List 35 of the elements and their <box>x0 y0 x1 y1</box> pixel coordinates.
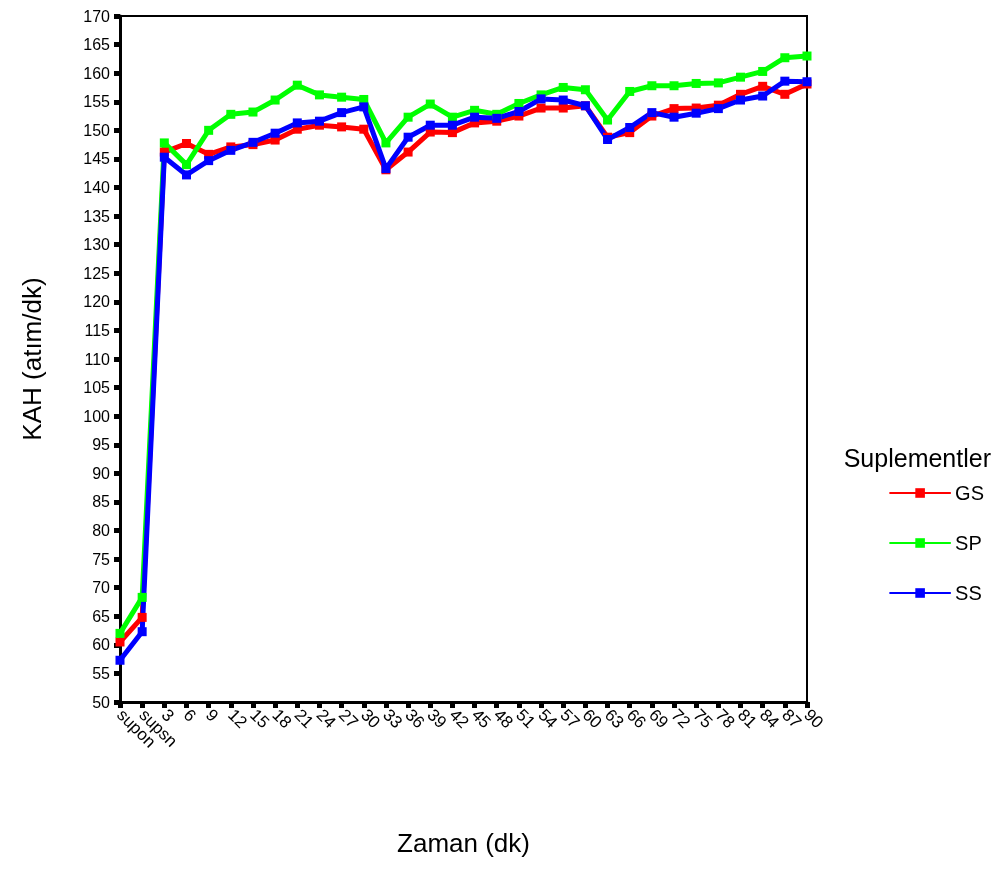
y-tick-label: 95 <box>92 436 111 454</box>
legend-label: GS <box>955 482 985 504</box>
y-tick-label: 150 <box>83 121 111 139</box>
y-tick-label: 65 <box>92 607 111 625</box>
x-axis-title: Zaman (dk) <box>397 828 530 858</box>
y-tick-label: 85 <box>92 493 111 511</box>
y-tick-label: 130 <box>83 236 111 254</box>
y-tick-label: 80 <box>92 522 111 539</box>
legend-label: SS <box>955 582 982 604</box>
y-tick-label: 50 <box>92 693 111 711</box>
x-tick-label: 12 <box>224 705 251 733</box>
legend-title: Suplementler <box>843 443 992 472</box>
y-tick-label: 165 <box>83 36 111 54</box>
x-tick-label: 63 <box>600 705 628 733</box>
y-tick-label: 60 <box>92 636 111 654</box>
y-tick-label: 75 <box>92 550 111 568</box>
y-tick-label: 125 <box>83 264 111 282</box>
y-tick-label: 100 <box>83 407 111 425</box>
y-tick-label: 70 <box>92 579 111 597</box>
y-axis-title: KAH (atım/dk) <box>17 277 47 441</box>
y-tick-label: 90 <box>92 464 111 482</box>
x-tick-label: 6 <box>179 705 200 726</box>
y-tick-label: 55 <box>92 664 111 682</box>
y-tick-label: 155 <box>83 93 111 111</box>
y-tick-label: 105 <box>83 379 111 397</box>
x-tick-label: 9 <box>201 705 223 726</box>
y-tick-label: 135 <box>83 207 111 225</box>
y-tick-label: 110 <box>84 350 111 368</box>
y-tick-label: 115 <box>84 321 111 339</box>
y-tick-label: 140 <box>83 179 111 196</box>
y-tick-label: 120 <box>83 293 111 311</box>
y-tick-label: 160 <box>83 64 111 82</box>
y-tick-label: 170 <box>83 7 111 25</box>
legend-label: SP <box>955 532 982 554</box>
y-tick-label: 145 <box>83 150 111 168</box>
